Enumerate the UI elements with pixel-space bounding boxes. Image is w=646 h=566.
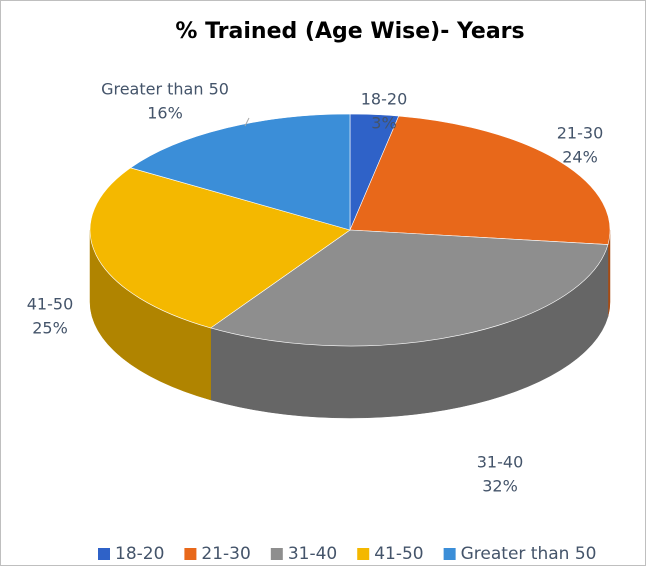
data-label-category: 31-40	[477, 453, 524, 472]
legend-swatch	[98, 548, 110, 560]
data-label-value: 25%	[32, 319, 68, 338]
legend-swatch	[443, 548, 456, 560]
slice	[209, 229, 609, 347]
data-label-category: 18-20	[361, 90, 408, 109]
legend-swatch	[357, 548, 370, 560]
legend-label: 21-30	[201, 544, 250, 564]
leader-line	[244, 117, 250, 127]
legend-swatch	[270, 548, 283, 560]
data-label-value: 16%	[147, 104, 183, 123]
data-label-value: 24%	[562, 148, 598, 167]
slice	[349, 115, 611, 245]
legend-swatch	[184, 548, 197, 560]
data-label-category: Greater than 50	[101, 80, 229, 99]
data-label-category: 21-30	[557, 124, 604, 143]
legend-label: Greater than 50	[461, 544, 597, 564]
data-label-category: 41-50	[27, 295, 74, 314]
legend-label: 41-50	[374, 544, 423, 564]
legend-label: 18-20	[115, 544, 164, 564]
legend-label: 31-40	[288, 544, 337, 564]
slice	[129, 113, 351, 231]
data-label-value: 3%	[371, 114, 396, 133]
slice	[89, 167, 351, 329]
chart-title: % Trained (Age Wise)- Years	[175, 19, 524, 44]
data-label-value: 32%	[482, 477, 518, 496]
